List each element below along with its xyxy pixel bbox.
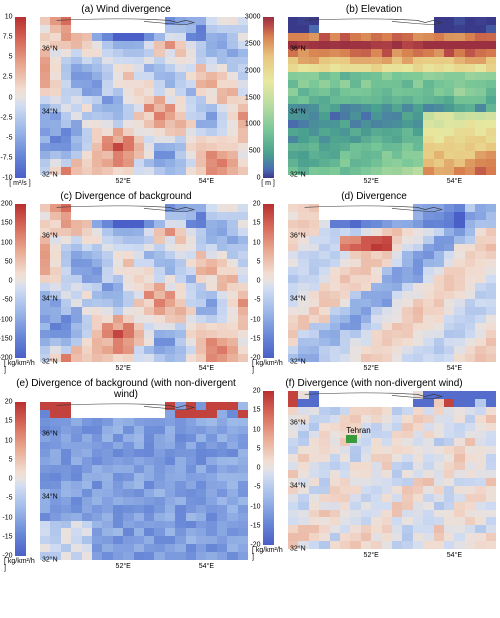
- lon-tick: 52°E: [116, 178, 131, 185]
- cbar-tick: 1500: [241, 94, 261, 101]
- cbar-tick: 2500: [241, 40, 261, 47]
- cbar-tick: 20: [241, 388, 261, 395]
- cbar-tick: 100: [0, 239, 13, 246]
- heatmap: 36°N34°N32°N52°E54°E: [40, 17, 248, 175]
- cbar-tick: 15: [0, 418, 13, 425]
- cbar-tick: 200: [0, 201, 13, 208]
- cbar-tick: 0: [0, 476, 13, 483]
- lon-tick: 52°E: [364, 178, 379, 185]
- panel-e: (e) Divergence of background (with non-d…: [4, 378, 248, 572]
- cbar-tick: -15: [241, 335, 261, 342]
- cbar-tick: 2.5: [0, 74, 13, 81]
- lon-tick: 54°E: [199, 178, 214, 185]
- lon-tick: 54°E: [199, 563, 214, 570]
- colorbar: 20151050-5-10-15-20[ kg/km²/h ]: [252, 204, 284, 374]
- cbar-tick: 3000: [241, 14, 261, 21]
- panel-title: (e) Divergence of background (with non-d…: [4, 378, 248, 400]
- cbar-tick: -150: [0, 335, 13, 342]
- colorbar: 107.552.50-2.5-5-7.5-10[ m²/s ]: [4, 17, 36, 187]
- cbar-tick: -7.5: [0, 154, 13, 161]
- cbar-tick: -15: [241, 522, 261, 529]
- heatmap: 36°N34°N32°N52°E54°ETehran: [288, 391, 496, 549]
- colorbar: 200150100500-50-100-150-200[ kg/km²/h ]: [4, 204, 36, 374]
- cbar-unit: [ kg/km²/h ]: [252, 360, 284, 374]
- cbar-tick: 20: [0, 399, 13, 406]
- cbar-tick: -50: [0, 297, 13, 304]
- lon-tick: 52°E: [364, 552, 379, 559]
- cbar-tick: 7.5: [0, 34, 13, 41]
- cbar-tick: 15: [241, 407, 261, 414]
- cbar-tick: -100: [0, 316, 13, 323]
- cbar-tick: 1000: [241, 121, 261, 128]
- cbar-unit: [ kg/km²/h ]: [252, 547, 284, 561]
- panel-b: (b) Elevation 300025002000150010005000[ m…: [252, 4, 496, 187]
- cbar-tick: 10: [0, 14, 13, 21]
- cbar-tick: 500: [241, 148, 261, 155]
- cbar-tick: 50: [0, 258, 13, 265]
- lon-tick: 52°E: [364, 365, 379, 372]
- cbar-tick: 10: [241, 426, 261, 433]
- cbar-tick: -10: [241, 316, 261, 323]
- colorbar: 300025002000150010005000[ m ]: [252, 17, 284, 187]
- lon-tick: 54°E: [199, 365, 214, 372]
- cbar-tick: 5: [0, 54, 13, 61]
- cbar-tick: 5: [241, 445, 261, 452]
- panel-title: (f) Divergence (with non-divergent wind): [252, 378, 496, 389]
- cbar-tick: -10: [0, 514, 13, 521]
- cbar-tick: -10: [0, 175, 13, 182]
- cbar-unit: [ kg/km²/h ]: [4, 360, 36, 374]
- cbar-tick: 5: [0, 456, 13, 463]
- cbar-tick: 5: [241, 258, 261, 265]
- cbar-tick: -20: [0, 553, 13, 560]
- panel-d: (d) Divergence 20151050-5-10-15-20[ kg/km…: [252, 191, 496, 374]
- cbar-tick: -5: [241, 297, 261, 304]
- panel-c: (c) Divergence of background 200150100500…: [4, 191, 248, 374]
- cbar-tick: 15: [241, 220, 261, 227]
- lon-tick: 52°E: [116, 365, 131, 372]
- panel-title: (c) Divergence of background: [4, 191, 248, 202]
- lon-tick: 54°E: [447, 365, 462, 372]
- panel-title: (d) Divergence: [252, 191, 496, 202]
- cbar-unit: [ m ]: [261, 180, 275, 187]
- cbar-tick: -5: [0, 134, 13, 141]
- cbar-unit: [ m²/s ]: [9, 180, 30, 187]
- heatmap: 36°N34°N32°N52°E54°E: [40, 402, 248, 560]
- cbar-tick: -15: [0, 533, 13, 540]
- cbar-tick: 0: [0, 94, 13, 101]
- cbar-tick: 20: [241, 201, 261, 208]
- heatmap: 36°N34°N32°N52°E54°E: [288, 17, 496, 175]
- cbar-tick: 150: [0, 220, 13, 227]
- lon-tick: 54°E: [447, 178, 462, 185]
- cbar-tick: 0: [241, 175, 261, 182]
- panel-title: (b) Elevation: [252, 4, 496, 15]
- cbar-tick: -5: [241, 484, 261, 491]
- cbar-tick: 10: [241, 239, 261, 246]
- colorbar: 20151050-5-10-15-20[ kg/km²/h ]: [252, 391, 284, 561]
- panel-f: (f) Divergence (with non-divergent wind)…: [252, 378, 496, 572]
- cbar-tick: 0: [241, 278, 261, 285]
- cbar-tick: -2.5: [0, 114, 13, 121]
- heatmap: 36°N34°N32°N52°E54°E: [40, 204, 248, 362]
- panel-title: (a) Wind divergence: [4, 4, 248, 15]
- cbar-tick: 2000: [241, 67, 261, 74]
- city-label: Tehran: [346, 426, 370, 435]
- city-marker: [346, 435, 356, 443]
- heatmap: 36°N34°N32°N52°E54°E: [288, 204, 496, 362]
- cbar-tick: -5: [0, 495, 13, 502]
- cbar-unit: [ kg/km²/h ]: [4, 558, 36, 572]
- cbar-tick: 0: [241, 465, 261, 472]
- cbar-tick: -200: [0, 355, 13, 362]
- cbar-tick: 0: [0, 278, 13, 285]
- panel-a: (a) Wind divergence 107.552.50-2.5-5-7.5-…: [4, 4, 248, 187]
- cbar-tick: -20: [241, 542, 261, 549]
- cbar-tick: -20: [241, 355, 261, 362]
- cbar-tick: 10: [0, 437, 13, 444]
- colorbar: 20151050-5-10-15-20[ kg/km²/h ]: [4, 402, 36, 572]
- cbar-tick: -10: [241, 503, 261, 510]
- lon-tick: 54°E: [447, 552, 462, 559]
- lon-tick: 52°E: [116, 563, 131, 570]
